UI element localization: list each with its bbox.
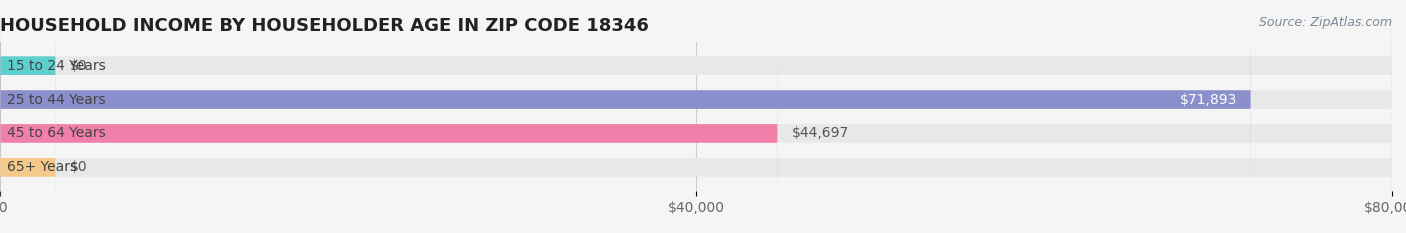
Text: $0: $0 — [70, 59, 87, 73]
FancyBboxPatch shape — [0, 0, 1251, 233]
Text: $0: $0 — [70, 160, 87, 174]
Text: 25 to 44 Years: 25 to 44 Years — [7, 93, 105, 106]
FancyBboxPatch shape — [0, 0, 56, 233]
Text: Source: ZipAtlas.com: Source: ZipAtlas.com — [1258, 16, 1392, 29]
FancyBboxPatch shape — [0, 0, 56, 233]
Text: 45 to 64 Years: 45 to 64 Years — [7, 127, 105, 140]
Text: 15 to 24 Years: 15 to 24 Years — [7, 59, 105, 73]
FancyBboxPatch shape — [0, 0, 778, 233]
Text: $71,893: $71,893 — [1180, 93, 1237, 106]
Text: 65+ Years: 65+ Years — [7, 160, 77, 174]
Text: $44,697: $44,697 — [792, 127, 849, 140]
Text: HOUSEHOLD INCOME BY HOUSEHOLDER AGE IN ZIP CODE 18346: HOUSEHOLD INCOME BY HOUSEHOLDER AGE IN Z… — [0, 17, 650, 35]
